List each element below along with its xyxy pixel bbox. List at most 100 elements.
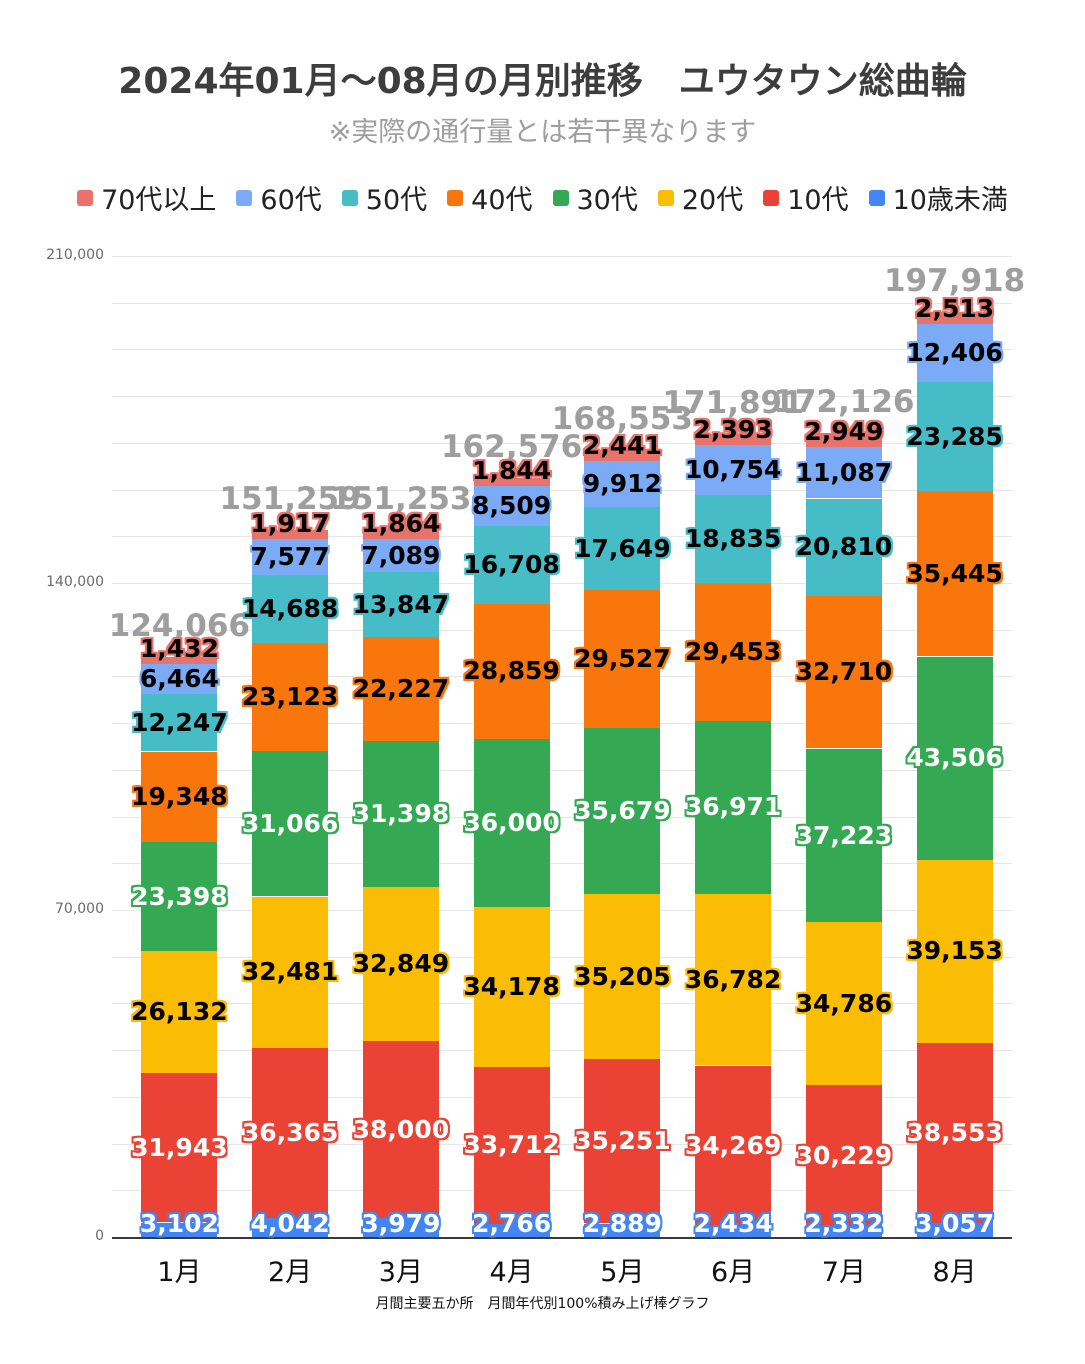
legend-label: 70代以上 bbox=[101, 185, 217, 216]
legend-item-30代: 30代 bbox=[552, 178, 638, 217]
bar-segment-60代 bbox=[916, 324, 993, 383]
legend-item-60代: 60代 bbox=[236, 178, 322, 217]
y-axis-tick-label: 0 bbox=[95, 1228, 104, 1244]
bar-segment-30代 bbox=[473, 738, 550, 907]
legend-item-70代以上: 70代以上 bbox=[77, 178, 216, 217]
legend-swatch-icon bbox=[552, 189, 569, 206]
bar-segment-30代 bbox=[252, 751, 329, 897]
x-axis-label: 2月 bbox=[268, 1257, 313, 1288]
bar-segment-10代 bbox=[916, 1042, 993, 1223]
bar-segment-10歳未満 bbox=[141, 1222, 218, 1237]
legend-label: 40代 bbox=[471, 185, 533, 216]
bar-segment-50代 bbox=[584, 507, 661, 590]
gridline bbox=[112, 1096, 1012, 1098]
gridline bbox=[112, 349, 1012, 351]
legend-swatch-icon bbox=[77, 189, 94, 206]
bar-segment-70代以上 bbox=[916, 312, 993, 325]
bar-segment-70代以上 bbox=[362, 530, 439, 540]
gridline bbox=[112, 1190, 1012, 1192]
gridline bbox=[112, 956, 1012, 958]
bar-segment-20代 bbox=[473, 906, 550, 1067]
gridline bbox=[112, 1003, 1012, 1005]
y-axis-tick-label: 140,000 bbox=[46, 574, 104, 590]
bar-segment-10代 bbox=[695, 1065, 772, 1226]
bar-segment-10代 bbox=[473, 1066, 550, 1225]
bar-segment-30代 bbox=[916, 656, 993, 860]
legend-swatch-icon bbox=[868, 189, 885, 206]
gridline bbox=[112, 396, 1012, 398]
bar-segment-50代 bbox=[916, 382, 993, 491]
bar-segment-50代 bbox=[695, 495, 772, 584]
x-axis-line bbox=[112, 1237, 1012, 1239]
chart-title: 2024年01月〜08月の月別推移 ユウタウン総曲輪 bbox=[118, 61, 967, 102]
gridline bbox=[112, 302, 1012, 304]
bar-segment-60代 bbox=[695, 445, 772, 496]
bar-segment-40代 bbox=[473, 604, 550, 739]
bar-segment-70代以上 bbox=[695, 434, 772, 446]
chart-legend: 70代以上 60代 50代 40代 30代 20代 10代 10歳未満 bbox=[0, 178, 1085, 217]
legend-label: 60代 bbox=[260, 185, 322, 216]
bar-segment-40代 bbox=[141, 751, 218, 842]
gridline bbox=[112, 442, 1012, 444]
bar-segment-10歳未満 bbox=[805, 1226, 882, 1237]
bar-segment-40代 bbox=[252, 643, 329, 752]
bar-segment-40代 bbox=[805, 595, 882, 749]
gridline bbox=[112, 676, 1012, 678]
chart-subtitle: ※実際の通行量とは若干異なります bbox=[328, 117, 757, 148]
bar-total-label: 172,126 bbox=[773, 383, 915, 420]
legend-swatch-icon bbox=[447, 189, 464, 206]
gridline bbox=[112, 1050, 1012, 1052]
bar-segment-10代 bbox=[141, 1073, 218, 1223]
x-axis-label: 1月 bbox=[157, 1257, 202, 1288]
y-axis-tick-label: 210,000 bbox=[46, 247, 104, 263]
gridline bbox=[112, 489, 1012, 491]
bar-segment-10歳未満 bbox=[252, 1218, 329, 1237]
legend-label: 50代 bbox=[365, 185, 428, 216]
gridline bbox=[112, 816, 1012, 818]
legend-item-10歳未満: 10歳未満 bbox=[868, 178, 1008, 217]
chart-caption: 月間主要五か所 月間年代別100%積み上げ棒グラフ bbox=[375, 1296, 710, 1312]
bar-segment-60代 bbox=[473, 486, 550, 526]
bar-segment-70代以上 bbox=[473, 477, 550, 487]
x-axis-label: 5月 bbox=[600, 1257, 645, 1288]
gridline bbox=[112, 863, 1012, 865]
bar-total-label: 171,891 bbox=[662, 385, 804, 421]
bar-total-label: 168,553 bbox=[551, 400, 693, 437]
bar-segment-70代以上 bbox=[584, 449, 661, 461]
legend-label: 30代 bbox=[576, 185, 638, 216]
gridline bbox=[112, 583, 1012, 584]
legend-swatch-icon bbox=[341, 189, 358, 206]
bar-segment-40代 bbox=[695, 583, 772, 721]
bar-segment-20代 bbox=[584, 894, 661, 1059]
bar-segment-70代以上 bbox=[141, 657, 218, 665]
bar-segment-50代 bbox=[362, 572, 439, 637]
legend-label: 20代 bbox=[681, 185, 744, 216]
legend-item-10代: 10代 bbox=[763, 178, 849, 217]
bar-segment-30代 bbox=[584, 727, 661, 895]
x-axis-label: 7月 bbox=[821, 1257, 866, 1288]
bar-segment-20代 bbox=[916, 859, 993, 1043]
bar-segment-20代 bbox=[695, 893, 772, 1066]
bar-total-label: 151,253 bbox=[330, 481, 472, 518]
bar-segment-50代 bbox=[473, 525, 550, 604]
bar-segment-60代 bbox=[362, 539, 439, 573]
bar-segment-20代 bbox=[805, 922, 882, 1085]
bar-segment-30代 bbox=[362, 740, 439, 888]
bar-segment-10代 bbox=[584, 1058, 661, 1224]
bar-segment-10代 bbox=[252, 1048, 329, 1219]
bar-segment-40代 bbox=[584, 589, 661, 728]
x-axis-label: 4月 bbox=[489, 1257, 534, 1288]
bar-segment-30代 bbox=[141, 841, 218, 952]
x-axis-label: 3月 bbox=[378, 1257, 423, 1288]
gridline bbox=[112, 536, 1012, 538]
bar-segment-70代以上 bbox=[805, 432, 882, 447]
legend-swatch-icon bbox=[763, 189, 780, 206]
bar-segment-60代 bbox=[141, 664, 218, 695]
bar-total-label: 197,918 bbox=[883, 263, 1026, 300]
bar-segment-50代 bbox=[141, 694, 218, 752]
legend-item-50代: 50代 bbox=[341, 178, 428, 217]
gridline bbox=[112, 256, 1012, 257]
legend-item-40代: 40代 bbox=[447, 178, 533, 217]
bar-segment-30代 bbox=[805, 748, 882, 923]
bar-segment-40代 bbox=[916, 490, 993, 657]
